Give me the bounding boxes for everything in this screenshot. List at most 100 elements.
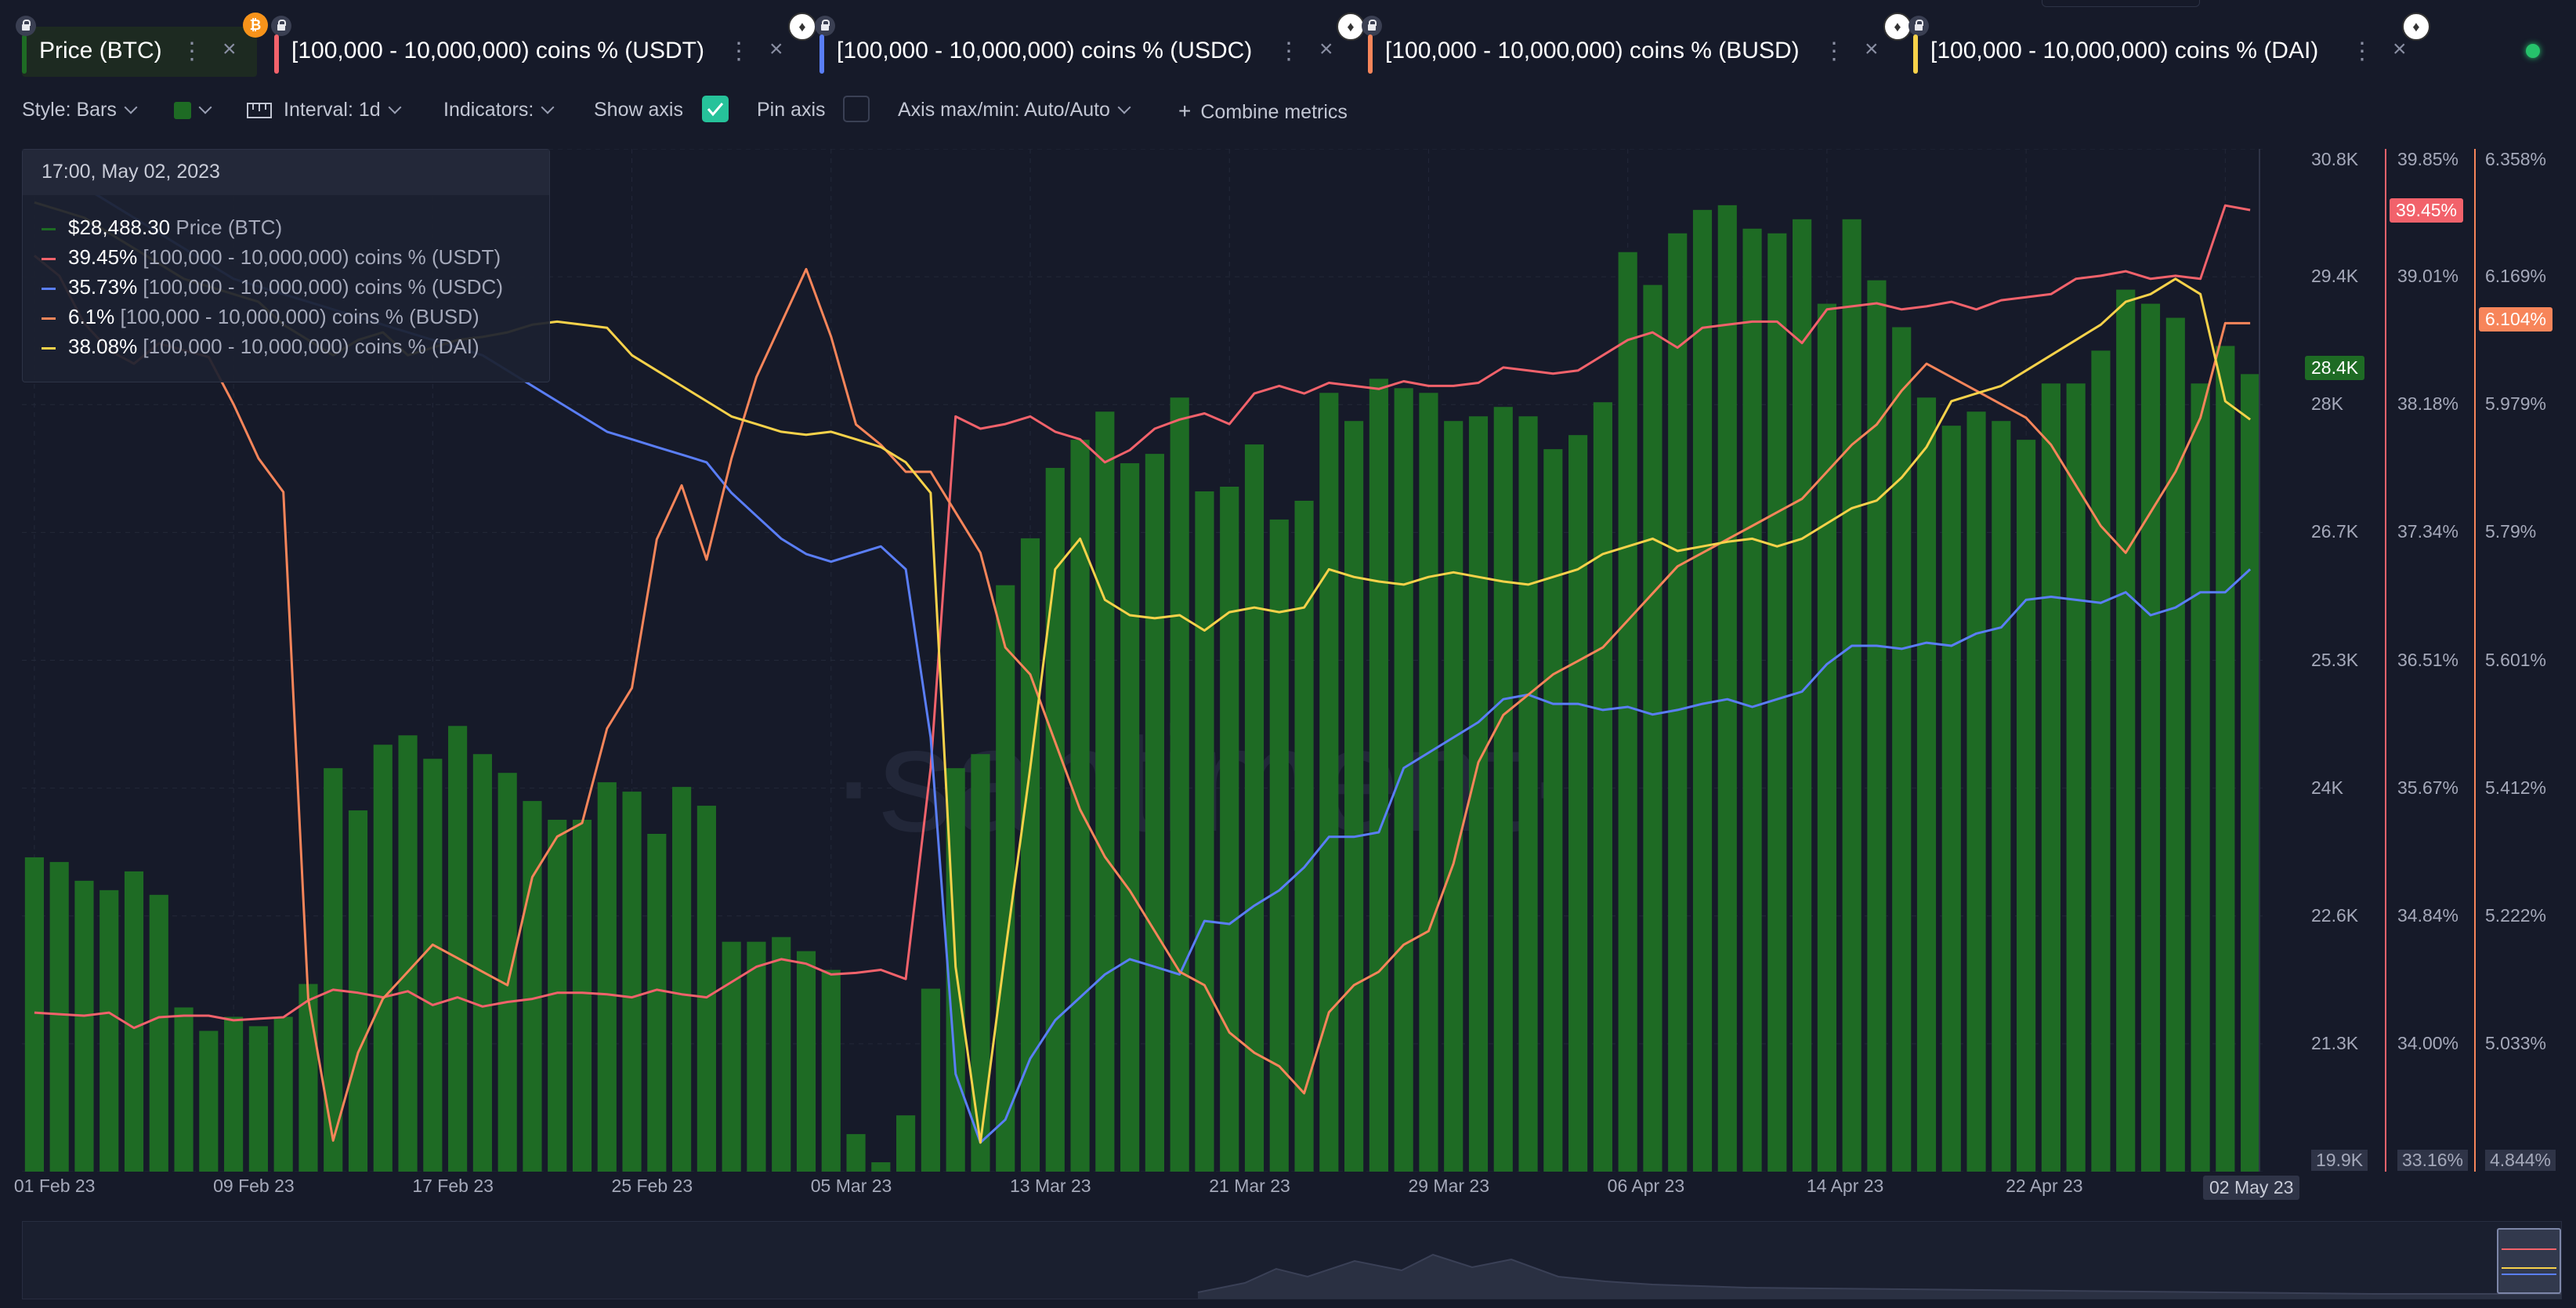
btc-price-bar <box>1419 393 1438 1172</box>
btc-price-bar <box>2191 383 2210 1172</box>
cursor-date-tag: 02 May 23 <box>2203 1176 2300 1200</box>
btc-price-bar <box>1070 440 1090 1172</box>
btc-price-bar <box>2041 383 2060 1172</box>
legend-swatch <box>42 227 56 230</box>
tooltip-date: 17:00, May 02, 2023 <box>42 161 220 183</box>
chart-plot-area[interactable]: ·santiment· <box>22 149 2263 1172</box>
btc-price-bar <box>99 890 119 1172</box>
tooltip-metric-name: [100,000 - 10,000,000) coins % (USDT) <box>143 245 501 269</box>
axis-tick-label: 4.844% <box>2485 1150 2556 1171</box>
style-dropdown[interactable]: Style: Bars <box>22 99 138 121</box>
btc-price-bar <box>149 894 168 1172</box>
tab-busd[interactable]: [100,000 - 10,000,000) coins % (BUSD) ⋮ … <box>1368 27 1907 77</box>
axis-tick-label: 33.16% <box>2397 1150 2469 1171</box>
btc-price-bar <box>2017 440 2036 1172</box>
ethereum-icon: ♦ <box>2402 13 2430 41</box>
axis-tick-label: 29.4K <box>2311 266 2359 287</box>
more-options-icon[interactable]: ⋮ <box>2350 38 2374 64</box>
btc-price-bar <box>373 745 393 1172</box>
color-picker[interactable] <box>174 99 212 121</box>
btc-price-bar <box>971 754 990 1172</box>
pin-axis-toggle[interactable]: Pin axis <box>757 99 826 121</box>
btc-price-bar <box>1020 538 1040 1172</box>
btc-price-bar <box>1742 228 1762 1172</box>
tab-usdc[interactable]: [100,000 - 10,000,000) coins % (USDC) ⋮ … <box>819 27 1360 77</box>
tooltip-row-busd: 6.1% [100,000 - 10,000,000) coins % (BUS… <box>42 305 479 329</box>
axis-tick-label: 24K <box>2311 777 2343 798</box>
axis-tick-label: 5.601% <box>2485 649 2547 670</box>
chevron-down-icon <box>541 100 555 114</box>
pin-axis-label: Pin axis <box>757 99 826 121</box>
close-icon[interactable]: × <box>769 36 783 62</box>
navigator-selection-handle[interactable] <box>2497 1228 2561 1294</box>
more-options-icon[interactable]: ⋮ <box>1822 38 1846 64</box>
interval-dropdown[interactable]: Interval: 1d <box>246 99 402 121</box>
btc-price-bar <box>846 1134 866 1172</box>
axis-tick-label: 28K <box>2311 393 2343 415</box>
mini-usdt-line <box>2502 1248 2556 1250</box>
btc-price-bar <box>1941 426 1961 1172</box>
axis-tick-label: 34.00% <box>2397 1032 2459 1053</box>
btc-price-bar <box>174 1007 194 1172</box>
axis-tick-label: 19.9K <box>2311 1150 2368 1171</box>
btc-price-bar <box>1095 411 1115 1172</box>
combine-metrics-button[interactable]: + Combine metrics <box>1178 99 1348 124</box>
btc-price-bar <box>1220 487 1239 1172</box>
tooltip-value: 35.73% <box>68 275 138 299</box>
btc-price-bar <box>647 833 667 1172</box>
axis-minmax-dropdown[interactable]: Axis max/min: Auto/Auto <box>898 99 1131 121</box>
btc-price-bar <box>1817 303 1836 1172</box>
axis-tick-label: 39.85% <box>2397 149 2459 169</box>
btc-price-bar <box>1793 219 1812 1172</box>
plus-icon: + <box>1178 99 1192 123</box>
legend-swatch <box>42 317 56 320</box>
show-axis-label: Show axis <box>594 99 683 121</box>
btc-price-bar <box>1992 421 2011 1172</box>
btc-price-bar <box>1195 491 1214 1172</box>
btc-price-bar <box>224 1016 244 1172</box>
btc-price-bar <box>472 754 492 1172</box>
tab-price-btc[interactable]: Price (BTC) ⋮ × <box>22 27 257 77</box>
btc-price-bar <box>747 941 766 1172</box>
tab-label: [100,000 - 10,000,000) coins % (DAI) <box>1930 38 2319 63</box>
tab-label: Price (BTC) <box>39 38 162 63</box>
tab-usdt[interactable]: [100,000 - 10,000,000) coins % (USDT) ⋮ … <box>274 27 807 77</box>
btc-price-bar <box>1916 397 1937 1172</box>
tab-label: [100,000 - 10,000,000) coins % (USDC) <box>837 38 1253 63</box>
tooltip-value: 6.1% <box>68 305 115 328</box>
btc-price-bar <box>248 1026 268 1172</box>
close-icon[interactable]: × <box>1865 36 1879 62</box>
btc-price-bar <box>696 806 716 1172</box>
btc-price-bar <box>1145 454 1164 1172</box>
axis-minmax-label: Axis max/min: Auto/Auto <box>898 99 1110 121</box>
x-axis-tick-label: 25 Feb 23 <box>611 1176 693 1196</box>
usdt-last-value-tag: 39.45% <box>2390 198 2464 223</box>
more-options-icon[interactable]: ⋮ <box>1277 38 1301 64</box>
more-options-icon[interactable]: ⋮ <box>180 38 204 64</box>
show-axis-toggle[interactable]: Show axis <box>594 99 683 121</box>
more-options-icon[interactable]: ⋮ <box>727 38 751 64</box>
chevron-down-icon <box>388 100 402 114</box>
close-icon[interactable]: × <box>2393 36 2407 62</box>
top-panel-handle[interactable] <box>2042 0 2200 7</box>
pin-axis-checkbox[interactable] <box>843 96 870 122</box>
btc-price-bar <box>1369 379 1388 1172</box>
btc-price-bar <box>1518 416 1538 1172</box>
range-navigator[interactable] <box>22 1221 2562 1299</box>
series-color-marker <box>819 34 824 74</box>
show-axis-checkbox[interactable] <box>702 96 729 122</box>
btc-price-bar <box>298 984 318 1172</box>
indicators-dropdown[interactable]: Indicators: <box>443 99 555 121</box>
close-icon[interactable]: × <box>1319 36 1333 62</box>
tab-label: [100,000 - 10,000,000) coins % (USDT) <box>291 38 704 63</box>
indicators-label: Indicators: <box>443 99 534 121</box>
btc-price-bar <box>796 951 816 1172</box>
check-icon <box>707 103 724 117</box>
tab-dai[interactable]: [100,000 - 10,000,000) coins % (DAI) ⋮ × <box>1913 27 2415 77</box>
btc-price-bar <box>2140 303 2161 1172</box>
close-icon[interactable]: × <box>223 36 237 62</box>
btc-price-bar <box>821 969 841 1172</box>
x-axis-tick-label: 21 Mar 23 <box>1209 1176 1290 1196</box>
interval-label: Interval: 1d <box>284 99 381 121</box>
mini-usdc-line <box>2502 1274 2556 1275</box>
